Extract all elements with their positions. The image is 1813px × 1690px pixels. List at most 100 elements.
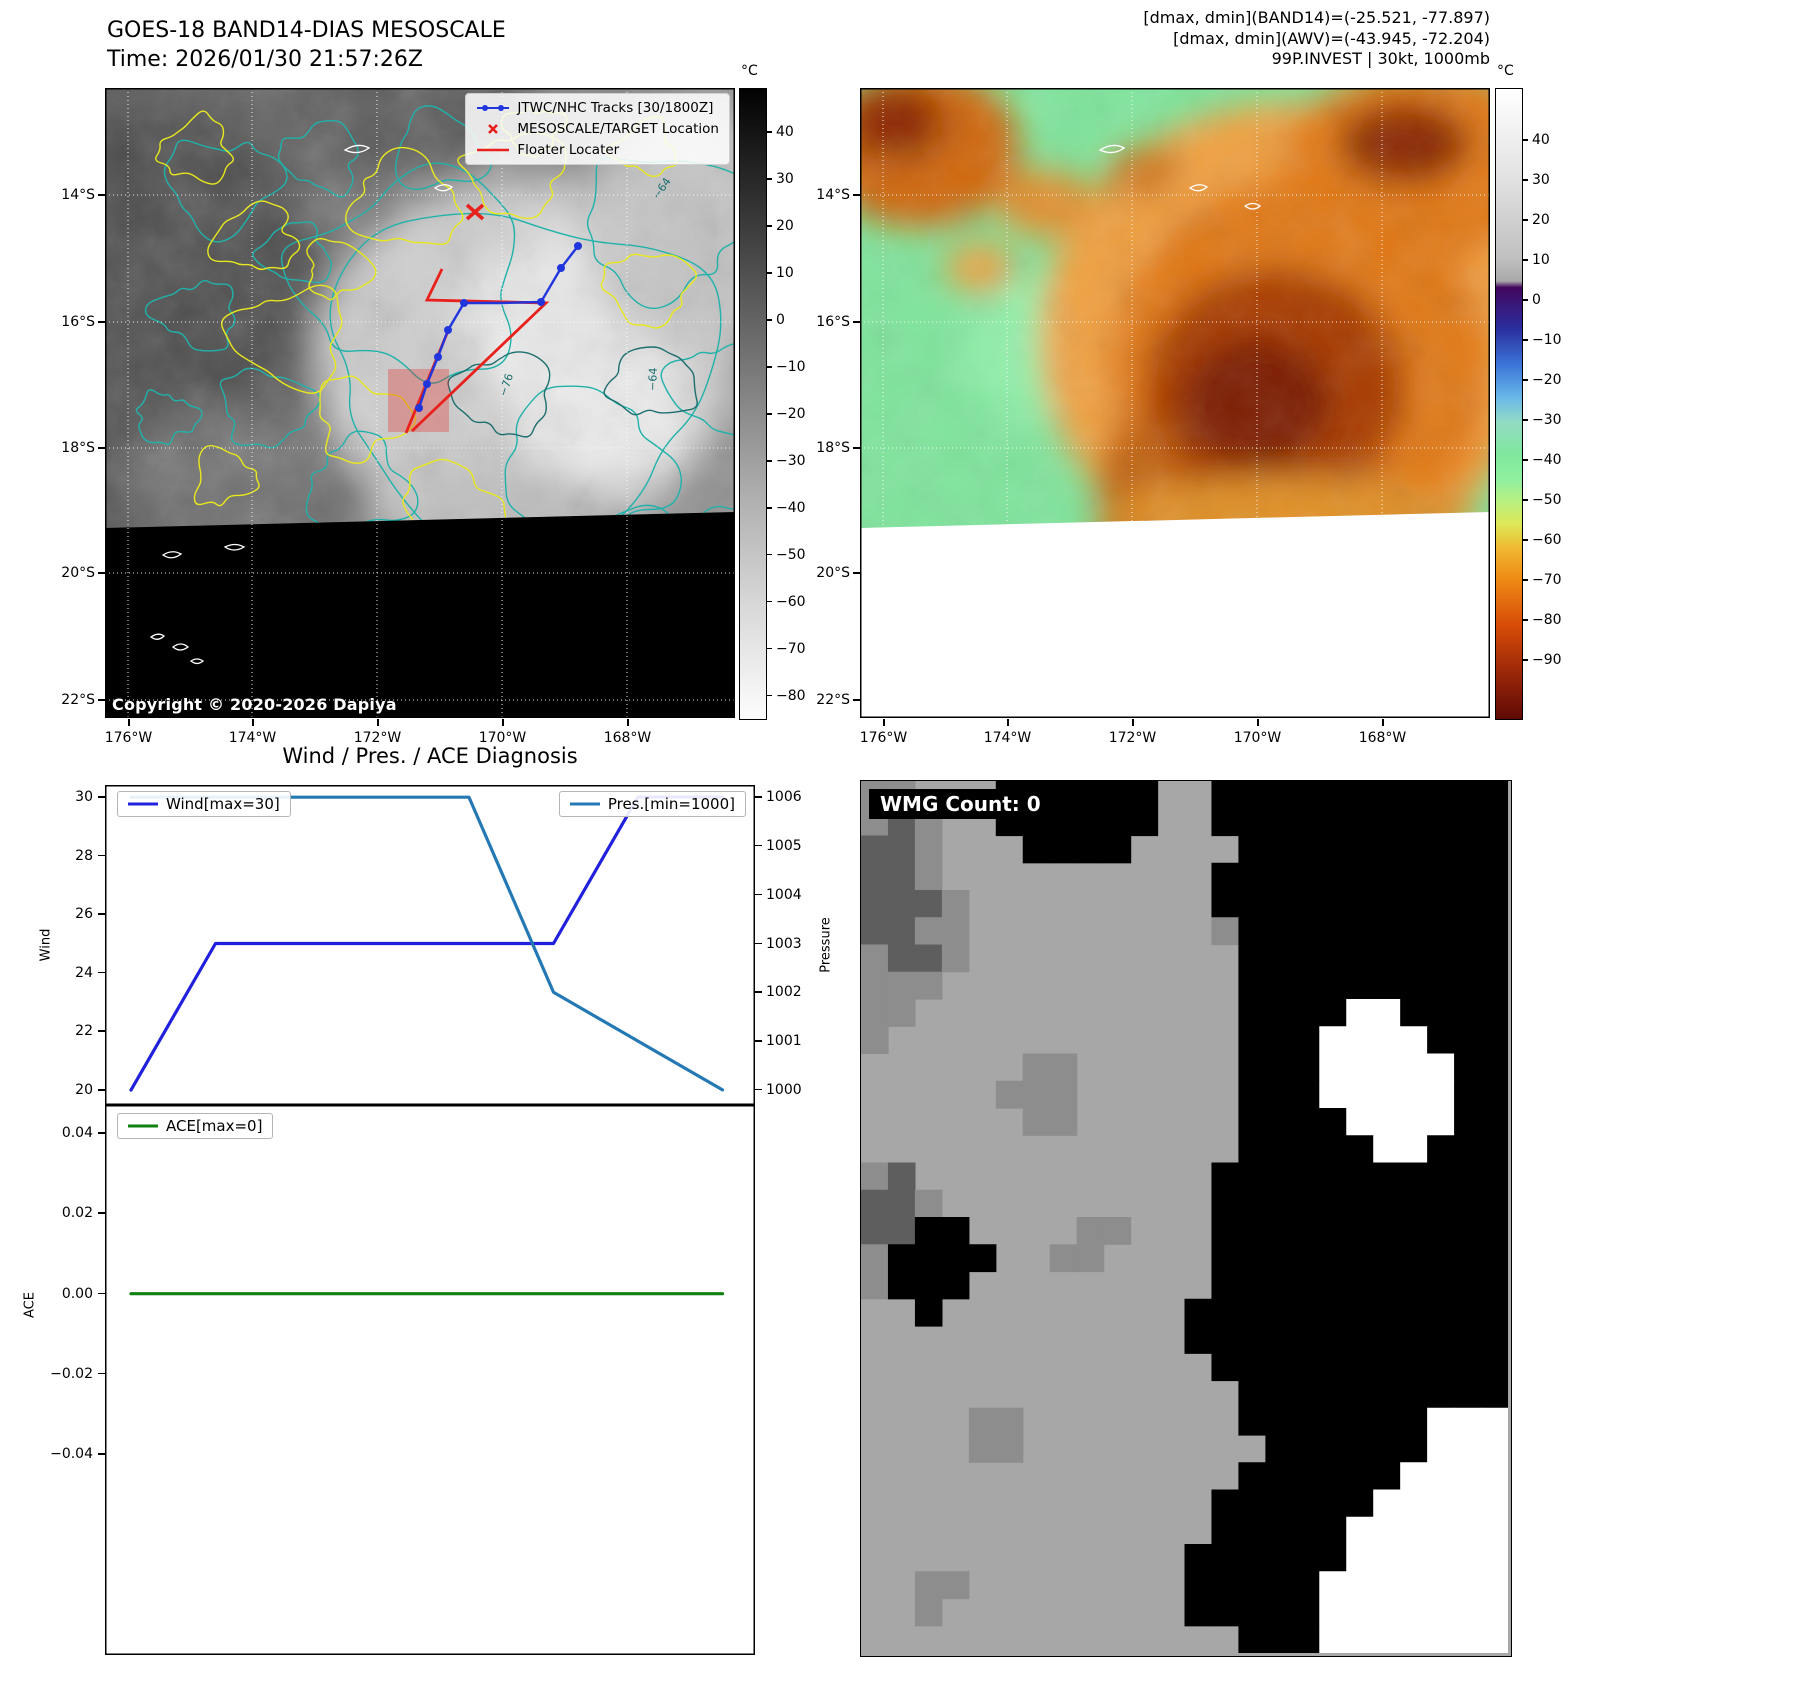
pressure-tick-label: 1006 <box>766 789 802 806</box>
awv-cbar-label: −60 <box>1532 532 1562 549</box>
wmg-cell <box>1319 1217 1347 1245</box>
wmg-cell <box>1373 1516 1401 1545</box>
wmg-cell <box>1481 1244 1509 1273</box>
awv-cbar-label: 20 <box>1532 212 1550 229</box>
jtwc-track <box>415 242 582 412</box>
wmg-cell <box>1481 1026 1509 1055</box>
wmg-cell <box>1049 835 1078 864</box>
wmg-cell <box>1319 1108 1347 1136</box>
wmg-cell <box>1265 1053 1293 1082</box>
wmg-cell <box>1265 944 1293 973</box>
wmg-cell <box>861 1217 889 1245</box>
wmg-cell <box>1400 1598 1428 1627</box>
wmg-cell <box>1454 1544 1482 1572</box>
no-data-region <box>860 512 1490 718</box>
wmg-cell <box>914 1298 943 1327</box>
wmg-cell <box>1400 1162 1428 1191</box>
wmg-cell <box>1292 835 1320 864</box>
wmg-cell <box>1400 1135 1428 1164</box>
wmg-cell <box>1481 1080 1509 1109</box>
wmg-cell <box>1319 917 1347 946</box>
wmg-cell <box>1211 1598 1240 1627</box>
wmg-cell <box>1238 1571 1266 1600</box>
band14-lon-label: 168°W <box>603 730 652 746</box>
band14-cbar-label: −70 <box>776 640 806 657</box>
wmg-cell <box>1346 1244 1374 1273</box>
awv-lon-label: 176°W <box>859 730 908 746</box>
wmg-cell <box>1481 1271 1509 1300</box>
wmg-cell <box>1211 1217 1240 1245</box>
wmg-cell <box>1292 1271 1320 1300</box>
wmg-cell <box>1373 1353 1401 1382</box>
wmg-cell <box>1238 1026 1266 1055</box>
map-legend: JTWC/NHC Tracks [30/1800Z] MESOSCALE/TAR… <box>465 93 730 165</box>
wmg-cell <box>1400 944 1428 973</box>
wmg-cell <box>1400 1271 1428 1300</box>
wmg-cell <box>1238 944 1266 973</box>
wmg-cell <box>1373 1407 1401 1436</box>
wmg-cell <box>1265 1571 1293 1600</box>
awv-cbar-label: 0 <box>1532 292 1541 309</box>
wmg-cell <box>1238 890 1266 918</box>
wmg-cell <box>1427 1489 1455 1518</box>
wmg-cell <box>1373 1108 1401 1136</box>
wmg-cell <box>1481 944 1509 973</box>
wmg-cell <box>941 1271 970 1300</box>
wmg-cell <box>1427 1053 1455 1082</box>
wmg-cell <box>1265 1108 1293 1136</box>
wmg-cell <box>1427 808 1455 837</box>
band14-lon-label: 172°W <box>353 730 402 746</box>
series-Wind <box>129 795 725 1092</box>
wmg-cell <box>1346 862 1374 891</box>
awv-lat-label: 14°S <box>816 187 850 203</box>
wmg-cell <box>1454 999 1482 1027</box>
wmg-cell <box>1292 1407 1320 1436</box>
wmg-cell <box>1319 1516 1347 1545</box>
wmg-cell <box>1427 1026 1455 1055</box>
wmg-cell <box>1454 1462 1482 1491</box>
wmg-cell <box>1211 1189 1240 1218</box>
wmg-cell <box>1373 917 1401 946</box>
wmg-cell <box>1265 1407 1293 1436</box>
wmg-cell <box>1319 862 1347 891</box>
wind-tick-label: 28 <box>75 847 93 864</box>
wmg-cell <box>1346 1598 1374 1627</box>
wmg-cell <box>1454 1326 1482 1354</box>
wmg-cell <box>1211 862 1240 891</box>
wmg-cell <box>1292 971 1320 1000</box>
legend-entry-target: MESOSCALE/TARGET Location <box>476 121 719 137</box>
wmg-cell <box>1265 1489 1293 1518</box>
wmg-cell <box>1319 1053 1347 1082</box>
wmg-cell <box>1454 862 1482 891</box>
wmg-cell <box>861 917 889 946</box>
track-points <box>415 242 582 412</box>
band14-cbar-label: −10 <box>776 359 806 376</box>
wind-tick-label: 26 <box>75 906 93 923</box>
wmg-cell <box>1319 1435 1347 1463</box>
wmg-cell <box>1373 1462 1401 1491</box>
wmg-cell <box>1400 1516 1428 1545</box>
wmg-cell <box>1319 944 1347 973</box>
wmg-cell <box>1319 1489 1347 1518</box>
wmg-cell <box>1373 999 1401 1027</box>
wmg-count-badge: WMG Count: 0 <box>869 789 1052 819</box>
colorbar-gradient <box>739 88 767 720</box>
wmg-cell <box>1373 1544 1401 1572</box>
wmg-cell <box>1373 1053 1401 1082</box>
wmg-cell <box>1265 808 1293 837</box>
wind-pressure-plot <box>105 785 755 1105</box>
wmg-cell <box>1454 1516 1482 1545</box>
wmg-cell <box>1049 1244 1078 1273</box>
wind-pressure-chart: Wind[max=30] Pres.[min=1000] <box>105 785 755 1105</box>
wmg-cell <box>1427 1189 1455 1218</box>
wmg-cell <box>1319 1135 1347 1164</box>
wmg-cell <box>861 862 889 891</box>
plot-frame <box>105 1105 755 1655</box>
wmg-cell <box>1319 1407 1347 1436</box>
pres-line-sample <box>569 802 600 806</box>
wmg-cell <box>1481 1353 1509 1382</box>
band14-cbar-label: 10 <box>776 265 794 282</box>
wmg-cell <box>887 1217 916 1245</box>
wmg-cell <box>1373 1189 1401 1218</box>
wmg-cell <box>1427 1108 1455 1136</box>
